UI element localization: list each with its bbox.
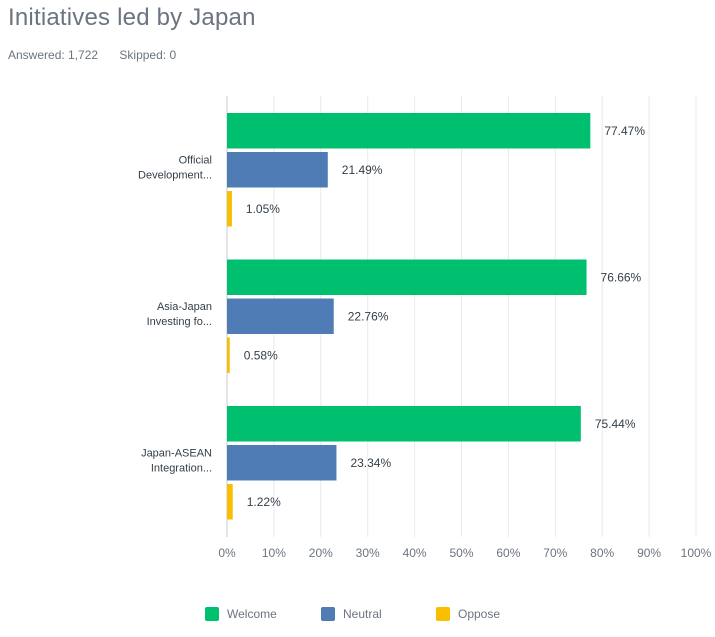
data-label: 77.47%: [604, 124, 645, 138]
answered-count: Answered: 1,722: [8, 48, 99, 62]
data-label: 1.22%: [247, 495, 281, 509]
bar-neutral: [227, 152, 328, 188]
x-tick-label: 10%: [262, 546, 286, 560]
data-label: 23.34%: [350, 456, 391, 470]
legend-item-neutral: Neutral: [321, 607, 382, 621]
data-label: 0.58%: [244, 348, 278, 362]
x-tick-label: 60%: [496, 546, 520, 560]
data-label: 22.76%: [348, 309, 389, 323]
bar-welcome: [227, 406, 581, 442]
x-tick-label: 40%: [403, 546, 427, 560]
bar-chart: 0% 10% 20% 30% 40% 50% 60% 70% 80% 90% 100% Officia…: [138, 96, 712, 560]
chart-legend: Welcome Neutral Oppose: [0, 607, 715, 627]
bar-welcome: [227, 259, 587, 295]
x-tick-label: 90%: [637, 546, 661, 560]
legend-item-welcome: Welcome: [205, 607, 277, 621]
legend-label: Oppose: [458, 607, 501, 621]
legend-swatch: [205, 607, 219, 621]
x-tick-label: 30%: [356, 546, 380, 560]
response-summary: Answered: 1,722 Skipped: 0: [8, 48, 194, 62]
x-tick-label: 50%: [449, 546, 473, 560]
x-tick-label: 20%: [309, 546, 333, 560]
data-label: 75.44%: [595, 417, 636, 431]
bar-oppose: [227, 191, 232, 227]
bar-neutral: [227, 445, 337, 481]
skipped-count: Skipped: 0: [119, 48, 177, 62]
category-label: Investing fo...: [147, 316, 212, 328]
legend-label: Neutral: [343, 607, 382, 621]
legend-item-oppose: Oppose: [436, 607, 500, 621]
x-tick-label: 0%: [218, 546, 236, 560]
x-tick-label: 70%: [543, 546, 567, 560]
data-label: 21.49%: [342, 163, 383, 177]
category-label: Japan-ASEAN: [141, 447, 212, 459]
data-label: 1.05%: [246, 202, 280, 216]
legend-swatch: [321, 607, 335, 621]
category-label: Asia-Japan: [157, 301, 212, 313]
bar-oppose: [227, 337, 230, 373]
legend-swatch: [436, 607, 450, 621]
category-label: Official: [179, 154, 212, 166]
data-label: 76.66%: [601, 270, 642, 284]
category-label: Development...: [138, 169, 212, 181]
x-tick-label: 80%: [590, 546, 614, 560]
bar-welcome: [227, 113, 591, 149]
page-title: Initiatives led by Japan: [8, 4, 256, 31]
bar-neutral: [227, 298, 334, 334]
category-label: Integration...: [151, 462, 212, 474]
x-tick-label: 100%: [681, 546, 712, 560]
bar-oppose: [227, 484, 233, 520]
legend-label: Welcome: [227, 607, 277, 621]
